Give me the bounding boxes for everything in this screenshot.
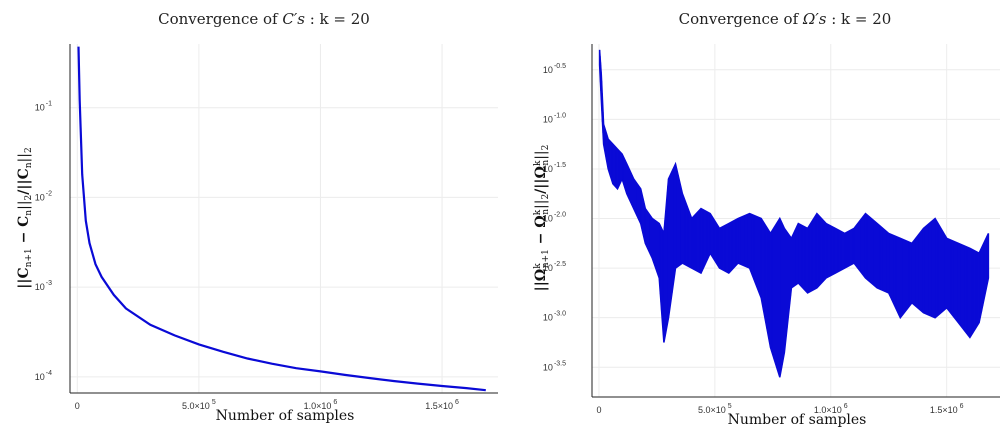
chart-1-title: Convergence of C′s : k = 20 [158,10,370,28]
chart-1-y-tick-label: 10-1 [35,101,52,113]
chart-1-y-label: ||Cn+1 − Cn||2/||Cn||2 [16,147,34,288]
chart-1-x-tick-label: 5.0×10 5 [182,399,216,411]
chart-2-y-tick-label: 10-2.0 [543,212,566,224]
chart-1-y-tick-label: 10-2 [35,190,52,202]
chart-2-x-tick-label: 0 [596,405,601,415]
chart-2-y-label: ||Ωkn+1 − Ωkn||2/||Ωkn||2 [533,145,551,292]
chart-1-y-tick-label: 10-3 [35,280,52,292]
chart-2-series-band [598,49,990,378]
chart-2-x-ticks: 0 5.0×10 5 1.0×10 6 1.5×10 6 [596,403,963,415]
chart-2-oscillation [598,49,988,378]
chart-1-series-line [77,46,486,392]
chart-1-x-ticks: 0 5.0×10 5 1.0×10 6 1.5×10 6 [75,399,459,411]
chart-2-x-tick-label: 5.0×10 5 [698,403,732,415]
chart-1-y-ticks: 10-1 10-2 10-3 10-4 [35,101,52,382]
chart-1-grid [70,44,498,393]
chart-2-x-tick-label: 1.0×10 6 [814,403,848,415]
chart-2-x-label: Number of samples [728,412,867,428]
chart-c-convergence: Convergence of C′s : k = 20 0 5.0×10 5 1.0×… [16,10,498,424]
chart-2-y-tick-label: 10-3.5 [543,360,566,372]
chart-2-title: Convergence of Ω′s : k = 20 [679,10,892,28]
chart-2-y-tick-label: 10-2.5 [543,261,566,273]
chart-2-y-tick-label: 10-1.5 [543,162,566,174]
chart-2-x-tick-label: 1.5×10 6 [930,403,964,415]
chart-2-y-tick-label: 10-0.5 [543,63,566,75]
chart-1-y-tick-label: 10-4 [35,370,52,382]
chart-1-x-tick-label: 0 [75,401,80,411]
chart-1-x-tick-label: 1.0×10 6 [304,399,338,411]
chart-1-x-label: Number of samples [216,408,355,424]
chart-2-y-tick-label: 10-3.0 [543,311,566,323]
chart-1-x-tick-label: 1.5×10 6 [425,399,459,411]
chart-2-series [598,49,990,378]
chart-2-y-tick-label: 10-1.0 [543,112,566,124]
chart-2-y-ticks: 10-0.5 10-1.0 10-1.5 10-2.0 10-2.5 10-3.0 10-3… [543,63,566,372]
chart-omega-convergence: Convergence of Ω′s : k = 20 0 5.0×10 5 1.0×… [533,10,1000,428]
